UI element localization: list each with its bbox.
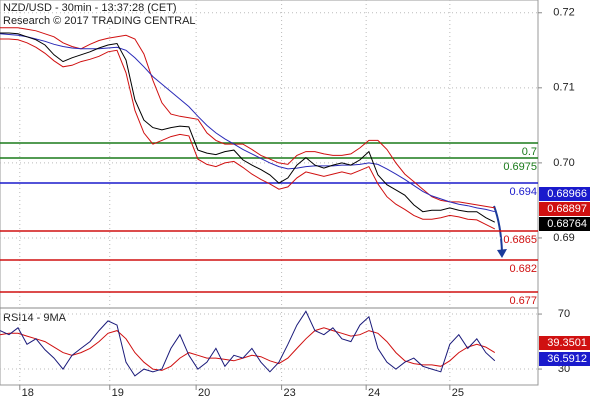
y-tick-label: 0.70 [553,157,574,169]
level-label: 0.7 [522,146,537,158]
price-box-label: 0.68764 [547,218,587,230]
forecast-arrow [493,205,503,253]
level-label: 0.6865 [503,234,537,246]
forecast-arrowhead [497,249,507,258]
series-line [0,327,496,371]
level-label: 0.682 [509,263,537,275]
price-box [539,336,590,350]
price-box-label: 36.5912 [547,353,587,365]
chart-title: NZD/USD - 30min - 13:37:28 (CET) [3,2,177,14]
level-label: 0.677 [509,295,537,307]
price-box-label: 0.68966 [547,188,587,200]
series-line [0,27,495,209]
chart-subtitle: Research © 2017 TRADING CENTRAL [3,15,196,27]
series-line [0,33,495,213]
price-box [539,187,590,201]
series-line [0,38,496,230]
y-tick-label: 0.72 [553,7,574,19]
level-label: 0.694 [509,186,537,198]
y-tick-label: 0.71 [553,82,574,94]
price-box-label: 39.3501 [547,337,587,349]
price-box-label: 0.68897 [547,203,587,215]
x-tick-label: 19 [112,387,124,399]
x-tick-label: 18 [22,387,34,399]
level-label: 0.6975 [503,161,537,173]
series-line [0,32,496,223]
y-tick-label: 0.69 [553,232,574,244]
price-box [539,217,590,231]
x-tick-label: 24 [368,387,380,399]
series-line [0,310,496,377]
rsi-title: RSI14 - 9MA [3,312,67,324]
x-tick-label: 20 [198,387,210,399]
y-tick-label: 70 [558,308,570,320]
plot-frame [0,0,539,386]
price-box [539,202,590,216]
price-box [539,352,590,366]
x-tick-label: 23 [283,387,295,399]
x-tick-label: 25 [452,387,464,399]
